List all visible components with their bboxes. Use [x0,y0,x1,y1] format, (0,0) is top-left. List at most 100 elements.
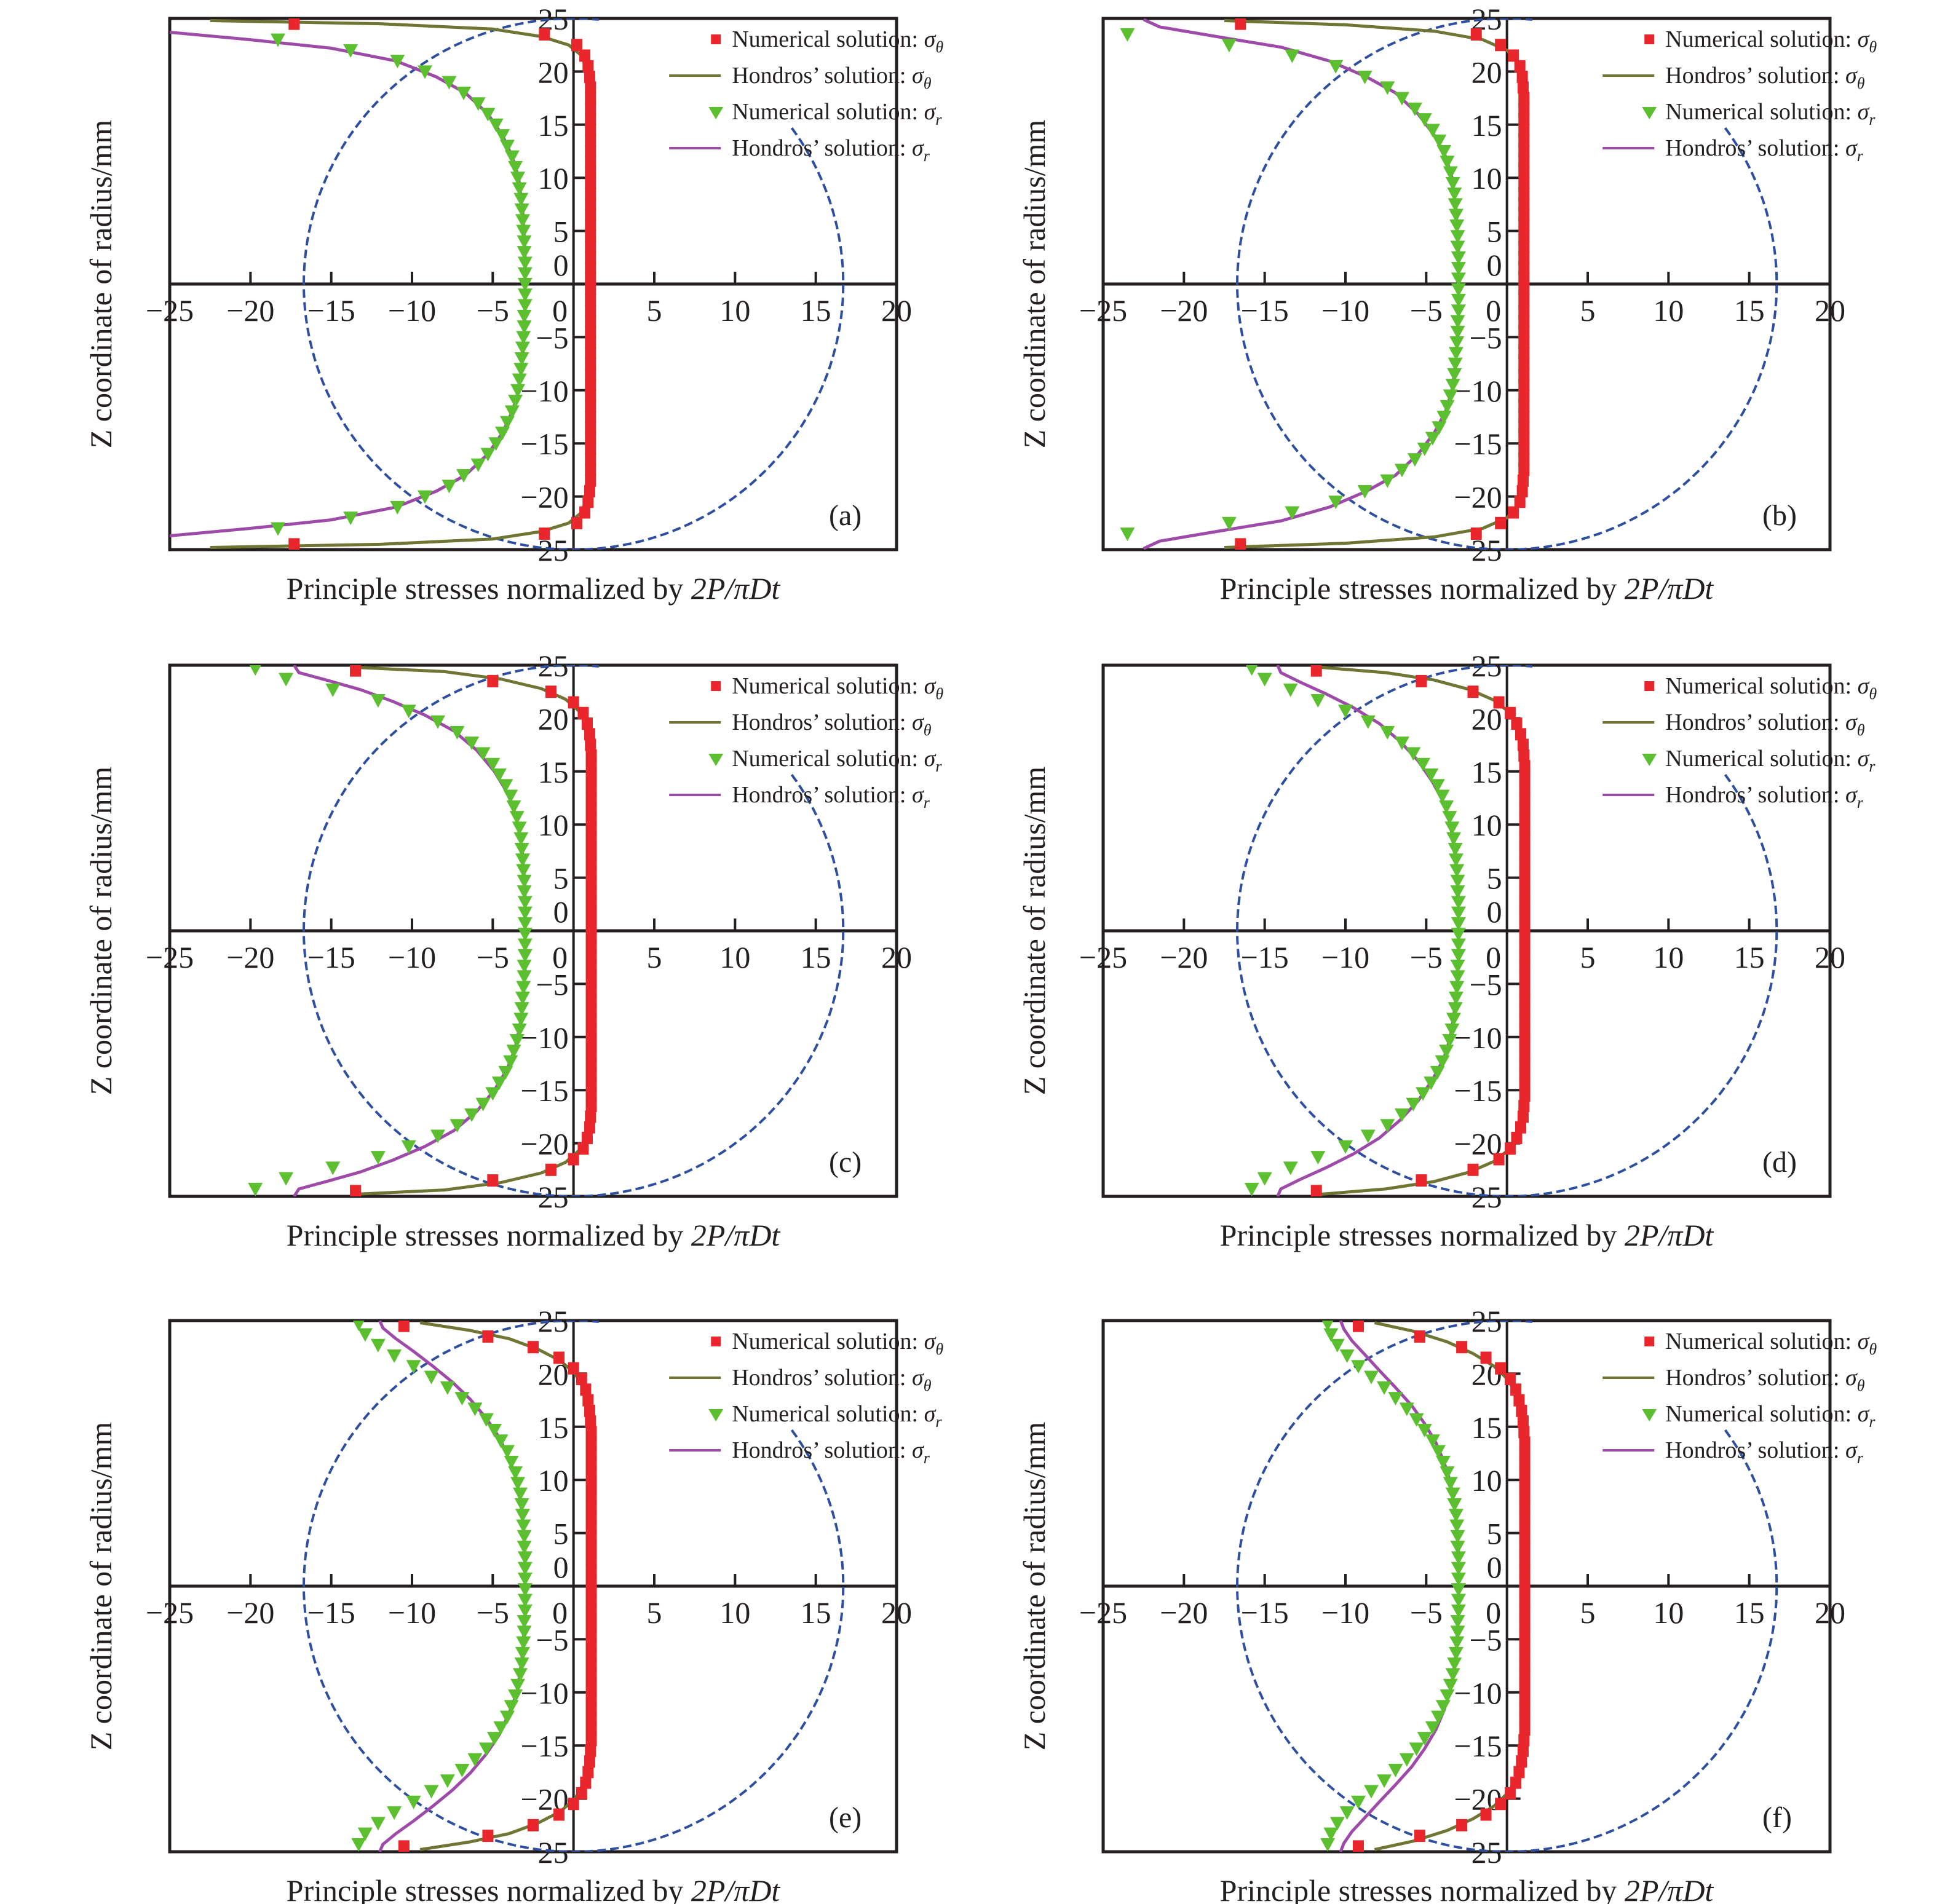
numerical-sigma-r-point [1417,1423,1432,1437]
plot-area [1236,665,1778,1196]
numerical-sigma-r-point [504,1700,519,1714]
legend-sigma: σ [1858,1401,1870,1427]
numerical-sigma-theta-point [528,1819,539,1831]
x-axis-title-math: 2P/πDt [1625,1873,1714,1904]
x-axis-title-text: Principle stresses normalized by [1220,1873,1625,1904]
numerical-sigma-theta-point [1518,240,1530,253]
numerical-sigma-r-point [508,1466,523,1480]
x-tick-label: −10 [1321,293,1369,328]
numerical-sigma-theta-point [585,1110,596,1123]
numerical-sigma-r-point [1444,1023,1460,1037]
numerical-sigma-r-point [475,747,491,761]
y-axis-title: Z coordinate of radius/mm [1017,120,1052,449]
numerical-sigma-r-point [1357,71,1373,85]
numerical-sigma-r-point [1450,240,1465,255]
x-tick-label: −5 [477,1595,509,1630]
numerical-sigma-theta-point [577,1142,589,1155]
numerical-sigma-theta-point [1518,272,1530,285]
x-tick-label: −5 [1410,293,1443,328]
legend-square-marker [711,681,721,691]
numerical-sigma-r-point [1448,208,1464,223]
y-tick-label: −25 [520,1180,568,1214]
numerical-sigma-r-point [1450,874,1465,888]
numerical-sigma-theta-point [1519,1649,1531,1662]
legend-square-marker [711,34,721,44]
numerical-sigma-theta-point [1519,1447,1531,1460]
legend-sigma: σ [1845,782,1858,808]
legend-label-text: Numerical solution: [732,1329,924,1354]
numerical-sigma-theta-point [1510,1383,1522,1396]
numerical-sigma-theta-point [1504,1142,1516,1155]
x-tick-label: 15 [801,940,831,974]
numerical-sigma-theta-point [1456,1341,1468,1354]
legend-item: Numerical solution: σr [708,1401,942,1431]
numerical-sigma-theta-point [1518,198,1530,211]
numerical-sigma-theta-point [1519,972,1531,985]
numerical-sigma-theta-point [585,464,596,476]
legend-subscript: θ [1869,685,1877,703]
numerical-sigma-theta-point [585,983,597,996]
numerical-sigma-theta-point [1519,1025,1531,1038]
numerical-sigma-r-point [509,1033,525,1048]
numerical-sigma-r-point [1328,496,1344,510]
x-tick-label: 20 [1815,940,1845,974]
numerical-sigma-r-point [1364,1785,1379,1799]
numerical-sigma-theta-point [585,972,597,985]
reference-circle [1236,1321,1778,1852]
numerical-sigma-r-point [510,1678,526,1693]
numerical-sigma-r-point [1380,81,1395,95]
numerical-sigma-theta-point [1513,1766,1525,1779]
numerical-sigma-theta-point [585,347,596,360]
numerical-sigma-theta-point [585,834,597,847]
x-tick-label: 10 [719,940,750,974]
numerical-sigma-r-point [512,1487,528,1501]
numerical-sigma-theta-point [585,1025,597,1038]
numerical-sigma-theta-point [545,1163,557,1176]
numerical-sigma-theta-point [585,1585,597,1598]
numerical-sigma-theta-point [585,1606,597,1619]
y-tick-label: 15 [538,755,569,789]
numerical-sigma-theta-point [585,208,596,221]
numerical-sigma-r-point [343,44,358,58]
numerical-sigma-theta-point [585,92,596,105]
numerical-sigma-theta-point [1508,506,1519,519]
x-axis-title-math: 2P/πDt [1625,1218,1714,1252]
legend-subscript: θ [924,74,932,92]
numerical-sigma-r-point [1399,1753,1414,1767]
legend-label-text: Numerical solution: [732,1401,924,1427]
numerical-sigma-r-point [424,1370,439,1385]
numerical-sigma-r-point [1380,1119,1395,1133]
numerical-sigma-theta-point [568,1362,579,1375]
legend-label: Hondros’ solution: σr [732,1437,930,1467]
legend-label-text: Hondros’ solution: [1665,1365,1845,1391]
x-tick-label: 0 [552,940,568,974]
numerical-sigma-r-point [390,55,405,69]
numerical-sigma-theta-point [1518,176,1530,189]
numerical-sigma-r-point [470,458,486,472]
numerical-sigma-r-point [1448,853,1464,867]
numerical-sigma-theta-point [482,1830,494,1843]
legend-item: Numerical solution: σr [708,746,942,775]
numerical-sigma-theta-point [585,1004,597,1017]
x-tick-label: 5 [1580,1595,1596,1630]
numerical-sigma-r-point [1432,421,1447,435]
numerical-sigma-r-point [498,779,513,793]
numerical-sigma-theta-point [585,760,597,773]
x-tick-label: 10 [1653,1595,1684,1630]
numerical-sigma-theta-point [1514,496,1526,508]
numerical-sigma-r-point [513,363,529,377]
x-axis-title: Principle stresses normalized by 2P/πDt [1220,1218,1714,1252]
numerical-sigma-r-point [1449,864,1465,878]
legend-label-text: Numerical solution: [1665,1401,1857,1427]
numerical-sigma-r-point [456,469,472,483]
numerical-sigma-r-point [1221,39,1237,53]
numerical-sigma-r-point [1450,315,1465,329]
numerical-sigma-theta-point [579,506,591,519]
y-tick-label: −20 [1454,480,1502,515]
numerical-sigma-r-point [1451,1604,1466,1618]
numerical-sigma-theta-point [1516,71,1528,84]
numerical-sigma-theta-point [1518,219,1530,232]
numerical-sigma-r-point [279,673,294,687]
numerical-sigma-r-point [517,1530,532,1544]
numerical-sigma-theta-point [585,113,596,126]
